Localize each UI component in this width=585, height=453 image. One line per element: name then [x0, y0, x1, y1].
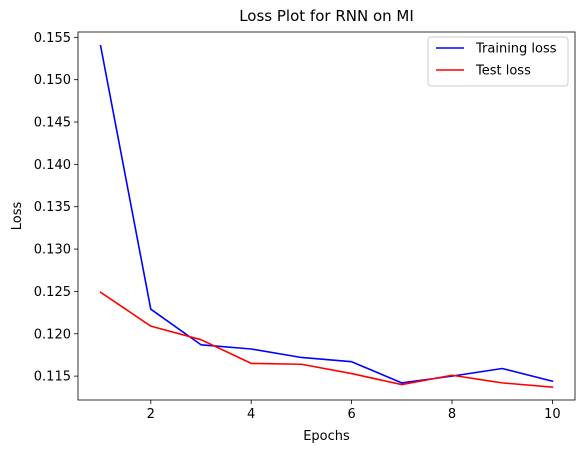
- x-tick-label: 4: [247, 407, 255, 422]
- y-axis-ticks: 0.115 0.120 0.125 0.130 0.135 0.140 0.145 0.150…: [34, 31, 78, 385]
- y-tick-label: 0.150: [34, 73, 71, 88]
- y-tick-label: 0.115: [34, 370, 71, 385]
- y-tick-label: 0.145: [34, 116, 71, 131]
- series-line-test-loss: [99, 291, 554, 388]
- x-tick-label: 10: [544, 407, 561, 422]
- plot-area: [78, 32, 575, 400]
- x-tick-label: 2: [147, 407, 155, 422]
- chart-title: Loss Plot for RNN on MI: [239, 7, 414, 25]
- legend-box: [427, 36, 569, 87]
- x-axis-ticks: 2 4 6 8 10: [147, 400, 561, 422]
- y-tick-label: 0.155: [34, 31, 71, 46]
- y-tick-label: 0.140: [34, 158, 71, 173]
- legend: Training loss Test loss: [427, 36, 569, 87]
- x-tick-label: 8: [448, 407, 456, 422]
- x-axis-label: Epochs: [303, 429, 350, 444]
- y-tick-label: 0.135: [34, 200, 71, 215]
- axes-frame: [77, 31, 576, 401]
- series-line-training-loss: [99, 44, 554, 384]
- x-tick-label: 6: [347, 407, 355, 422]
- y-tick-label: 0.125: [34, 285, 71, 300]
- legend-label-test-loss: Test loss: [475, 64, 531, 79]
- y-tick-label: 0.130: [34, 243, 71, 258]
- series-layer: [99, 44, 554, 388]
- legend-label-training-loss: Training loss: [475, 42, 557, 57]
- y-tick-label: 0.120: [34, 327, 71, 342]
- y-axis-label: Loss: [10, 202, 25, 231]
